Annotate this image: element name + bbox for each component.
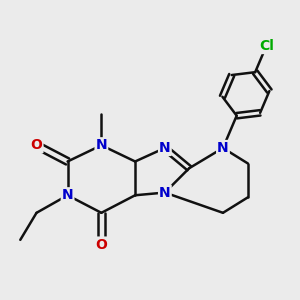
Text: N: N (217, 141, 229, 155)
Text: N: N (159, 141, 171, 155)
Text: N: N (62, 188, 74, 202)
Text: O: O (95, 238, 107, 252)
Text: Cl: Cl (259, 39, 274, 53)
Text: N: N (159, 186, 171, 200)
Text: O: O (31, 138, 43, 152)
Text: N: N (96, 138, 107, 152)
